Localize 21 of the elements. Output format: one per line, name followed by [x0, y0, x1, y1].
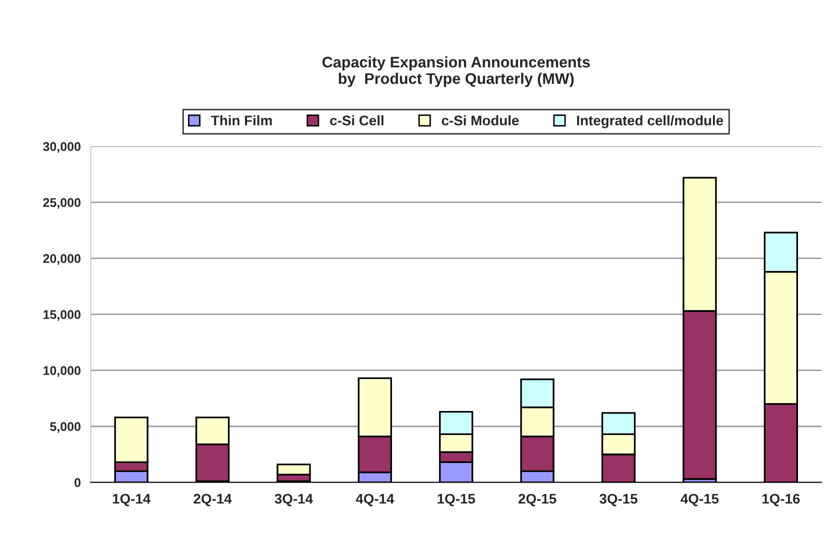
x-tick-label: 2Q-14 — [194, 494, 232, 506]
x-tick-label: 3Q-14 — [274, 494, 313, 506]
y-tick-label: 0 — [74, 478, 80, 488]
y-tick-label: 15,000 — [44, 310, 80, 321]
legend-label: c-Si Cell — [330, 115, 384, 126]
x-tick-label: 1Q-15 — [438, 494, 476, 506]
y-tick-label: 25,000 — [43, 198, 80, 209]
x-tick-label: 4Q-14 — [356, 494, 394, 506]
x-tick-label: 3Q-15 — [600, 494, 638, 506]
y-tick-label: 20,000 — [43, 254, 80, 265]
legend-label: c-Si Module — [442, 115, 519, 126]
x-tick-label: 1Q-16 — [762, 494, 800, 506]
y-tick-label: 30,000 — [43, 142, 80, 153]
x-tick-label: 1Q-14 — [112, 494, 151, 506]
y-tick-label: 5,000 — [50, 422, 80, 433]
y-tick-label: 10,000 — [44, 366, 80, 377]
legend-label: Integrated cell/module — [577, 115, 724, 128]
legend-label: Thin Film — [211, 115, 272, 126]
x-tick-label: 2Q-15 — [518, 494, 556, 506]
chart-title: Capacity Expansion Announcements by Product Type Quarterly (MW) — [322, 56, 590, 88]
x-tick-label: 4Q-15 — [680, 494, 719, 506]
